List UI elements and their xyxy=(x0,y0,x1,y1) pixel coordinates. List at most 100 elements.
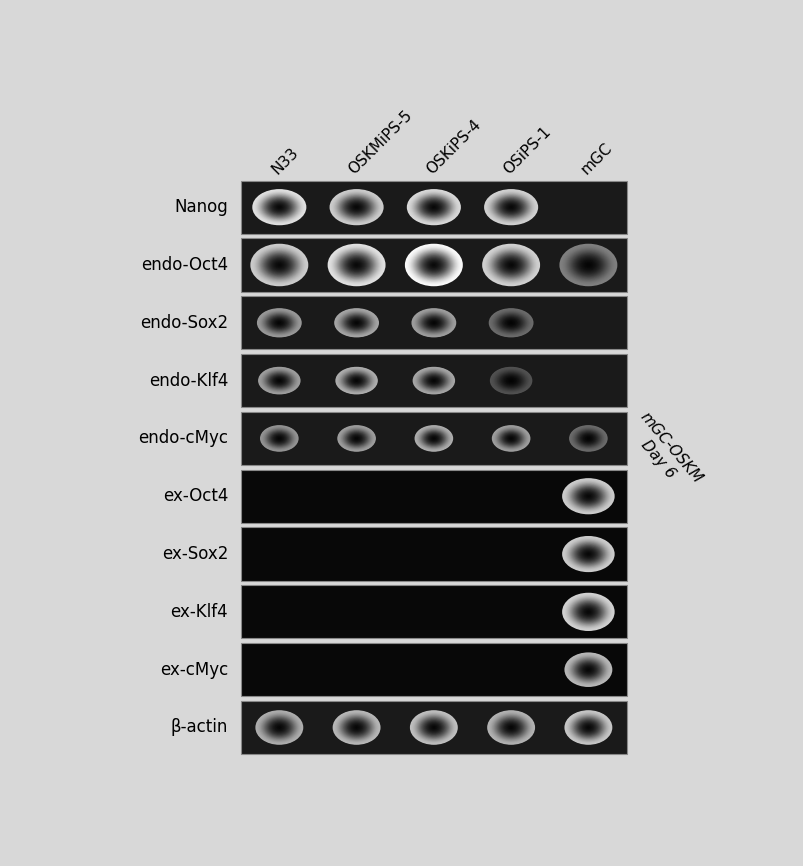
Ellipse shape xyxy=(494,253,527,277)
Ellipse shape xyxy=(275,436,282,441)
Ellipse shape xyxy=(427,435,439,443)
Ellipse shape xyxy=(494,312,527,333)
Ellipse shape xyxy=(347,432,365,444)
Ellipse shape xyxy=(414,251,453,279)
Ellipse shape xyxy=(277,379,281,382)
Ellipse shape xyxy=(416,196,450,218)
Ellipse shape xyxy=(347,375,365,386)
Ellipse shape xyxy=(506,320,515,326)
Ellipse shape xyxy=(566,249,609,281)
Ellipse shape xyxy=(344,256,368,274)
Ellipse shape xyxy=(585,437,589,440)
Ellipse shape xyxy=(349,721,364,734)
Ellipse shape xyxy=(431,321,435,324)
Ellipse shape xyxy=(410,191,457,223)
Ellipse shape xyxy=(335,193,377,222)
Ellipse shape xyxy=(339,196,373,218)
Ellipse shape xyxy=(573,486,602,507)
Ellipse shape xyxy=(342,429,370,449)
Ellipse shape xyxy=(574,545,601,563)
Ellipse shape xyxy=(579,548,597,560)
Ellipse shape xyxy=(432,379,434,382)
Ellipse shape xyxy=(423,201,443,214)
Ellipse shape xyxy=(567,597,609,627)
Ellipse shape xyxy=(338,311,374,334)
Ellipse shape xyxy=(256,711,302,744)
Ellipse shape xyxy=(275,436,283,442)
Ellipse shape xyxy=(349,260,363,270)
Ellipse shape xyxy=(343,314,369,332)
Ellipse shape xyxy=(508,436,513,440)
Ellipse shape xyxy=(582,723,593,732)
Ellipse shape xyxy=(565,654,610,686)
Ellipse shape xyxy=(336,310,376,335)
Ellipse shape xyxy=(509,727,512,728)
Ellipse shape xyxy=(565,653,611,687)
Ellipse shape xyxy=(569,541,606,566)
Ellipse shape xyxy=(422,374,444,387)
Ellipse shape xyxy=(271,433,287,443)
Ellipse shape xyxy=(504,377,517,385)
Ellipse shape xyxy=(429,436,438,442)
Ellipse shape xyxy=(261,311,297,334)
Ellipse shape xyxy=(564,710,612,745)
Ellipse shape xyxy=(503,722,518,733)
Ellipse shape xyxy=(496,372,524,390)
Ellipse shape xyxy=(584,610,591,614)
Ellipse shape xyxy=(262,370,296,391)
Ellipse shape xyxy=(507,205,513,209)
Ellipse shape xyxy=(585,668,590,671)
Ellipse shape xyxy=(577,720,598,735)
Ellipse shape xyxy=(344,198,369,216)
Ellipse shape xyxy=(257,711,301,744)
Ellipse shape xyxy=(261,369,297,392)
Ellipse shape xyxy=(270,201,288,213)
Ellipse shape xyxy=(492,195,528,219)
Ellipse shape xyxy=(569,251,606,279)
Ellipse shape xyxy=(349,259,364,271)
Ellipse shape xyxy=(498,430,524,447)
Ellipse shape xyxy=(261,426,297,451)
Ellipse shape xyxy=(577,257,598,273)
Ellipse shape xyxy=(351,723,361,732)
Ellipse shape xyxy=(430,204,437,210)
Ellipse shape xyxy=(276,436,282,440)
Text: endo-Sox2: endo-Sox2 xyxy=(140,313,228,332)
Ellipse shape xyxy=(492,425,529,451)
Ellipse shape xyxy=(425,375,442,386)
Ellipse shape xyxy=(571,253,604,277)
Ellipse shape xyxy=(348,433,365,444)
Ellipse shape xyxy=(421,314,446,331)
Ellipse shape xyxy=(583,666,593,673)
Ellipse shape xyxy=(267,315,290,330)
Ellipse shape xyxy=(261,251,297,279)
Text: OSKMiPS-5: OSKMiPS-5 xyxy=(345,107,415,178)
Ellipse shape xyxy=(269,374,289,387)
Ellipse shape xyxy=(257,308,301,338)
Ellipse shape xyxy=(423,720,444,735)
Ellipse shape xyxy=(421,198,446,216)
Ellipse shape xyxy=(560,244,616,286)
Ellipse shape xyxy=(503,376,518,385)
Ellipse shape xyxy=(414,713,453,742)
Ellipse shape xyxy=(428,204,438,210)
Ellipse shape xyxy=(502,201,520,213)
Ellipse shape xyxy=(572,716,604,739)
Ellipse shape xyxy=(259,310,299,335)
Bar xyxy=(240,354,626,407)
Ellipse shape xyxy=(420,372,446,390)
Ellipse shape xyxy=(582,435,593,442)
Ellipse shape xyxy=(429,724,438,731)
Ellipse shape xyxy=(422,200,444,215)
Ellipse shape xyxy=(485,247,536,283)
Ellipse shape xyxy=(276,378,282,383)
Ellipse shape xyxy=(340,427,373,450)
Ellipse shape xyxy=(411,711,455,744)
Ellipse shape xyxy=(564,595,611,629)
Text: OSiPS-1: OSiPS-1 xyxy=(500,124,553,178)
Ellipse shape xyxy=(270,375,288,386)
Ellipse shape xyxy=(270,317,288,329)
Ellipse shape xyxy=(418,716,448,739)
Ellipse shape xyxy=(353,321,359,325)
Ellipse shape xyxy=(503,434,518,443)
